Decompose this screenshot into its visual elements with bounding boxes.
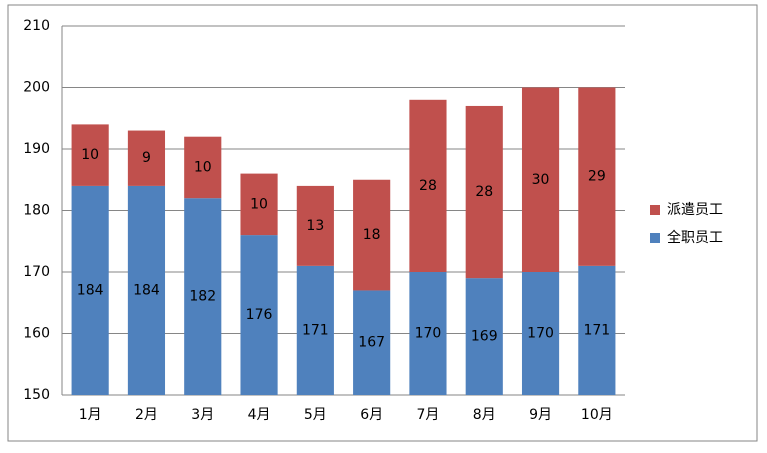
bar-segment	[296, 185, 334, 266]
bar-segment	[409, 99, 447, 272]
x-tick-label: 5月	[304, 407, 327, 423]
data-label: 29	[588, 169, 606, 185]
x-tick-label: 1月	[79, 407, 102, 423]
data-label: 9	[142, 150, 151, 166]
data-label: 170	[527, 326, 554, 342]
x-tick-label: 7月	[416, 407, 439, 423]
legend-swatch	[650, 205, 660, 215]
bar-segment	[184, 136, 222, 199]
data-label: 171	[302, 322, 329, 338]
bar-segment	[465, 105, 503, 279]
data-label: 10	[250, 196, 268, 212]
data-label: 176	[246, 307, 273, 323]
data-label: 30	[532, 172, 550, 188]
y-tick-label: 160	[23, 326, 50, 342]
y-tick-label: 200	[23, 80, 50, 96]
legend-swatch	[650, 233, 660, 243]
x-tick-label: 3月	[191, 407, 214, 423]
data-label: 182	[189, 289, 216, 305]
bar-segment	[240, 173, 278, 236]
bar-segment	[71, 185, 109, 395]
x-tick-label: 4月	[248, 407, 271, 423]
data-label: 28	[475, 184, 493, 200]
bar-segment	[240, 235, 278, 395]
y-tick-label: 210	[23, 18, 50, 34]
x-tick-label: 10月	[581, 407, 613, 423]
x-tick-label: 6月	[360, 407, 383, 423]
bar-segment	[353, 179, 391, 291]
data-label: 18	[363, 227, 381, 243]
x-tick-label: 8月	[473, 407, 496, 423]
bar-segment	[127, 130, 166, 186]
data-label: 10	[194, 159, 212, 175]
data-label: 167	[358, 335, 385, 351]
bar-segment	[578, 265, 616, 395]
data-label: 171	[583, 322, 610, 338]
y-tick-label: 180	[23, 203, 50, 219]
bar-segment	[521, 272, 560, 395]
bar-segment	[409, 272, 447, 395]
data-label: 13	[306, 218, 324, 234]
bar-segment	[521, 87, 560, 272]
y-tick-label: 170	[23, 264, 50, 280]
data-label: 28	[419, 178, 437, 194]
data-label: 184	[77, 282, 104, 298]
data-label: 169	[471, 329, 498, 345]
legend-label: 全职员工	[667, 229, 723, 246]
bar-segment	[296, 265, 334, 395]
data-label: 184	[133, 282, 160, 298]
data-label: 170	[415, 326, 442, 342]
y-tick-label: 150	[23, 387, 50, 403]
bar-segment	[578, 87, 616, 266]
bar-segment	[465, 278, 503, 395]
bar-segment	[184, 198, 222, 395]
x-tick-label: 9月	[529, 407, 552, 423]
bar-segment	[127, 185, 166, 395]
y-tick-label: 190	[23, 141, 50, 157]
legend-label: 派遣员工	[667, 202, 723, 218]
bar-segment	[71, 124, 109, 186]
x-tick-label: 2月	[135, 407, 158, 423]
data-label: 10	[81, 147, 99, 163]
bar-segment	[353, 290, 391, 395]
